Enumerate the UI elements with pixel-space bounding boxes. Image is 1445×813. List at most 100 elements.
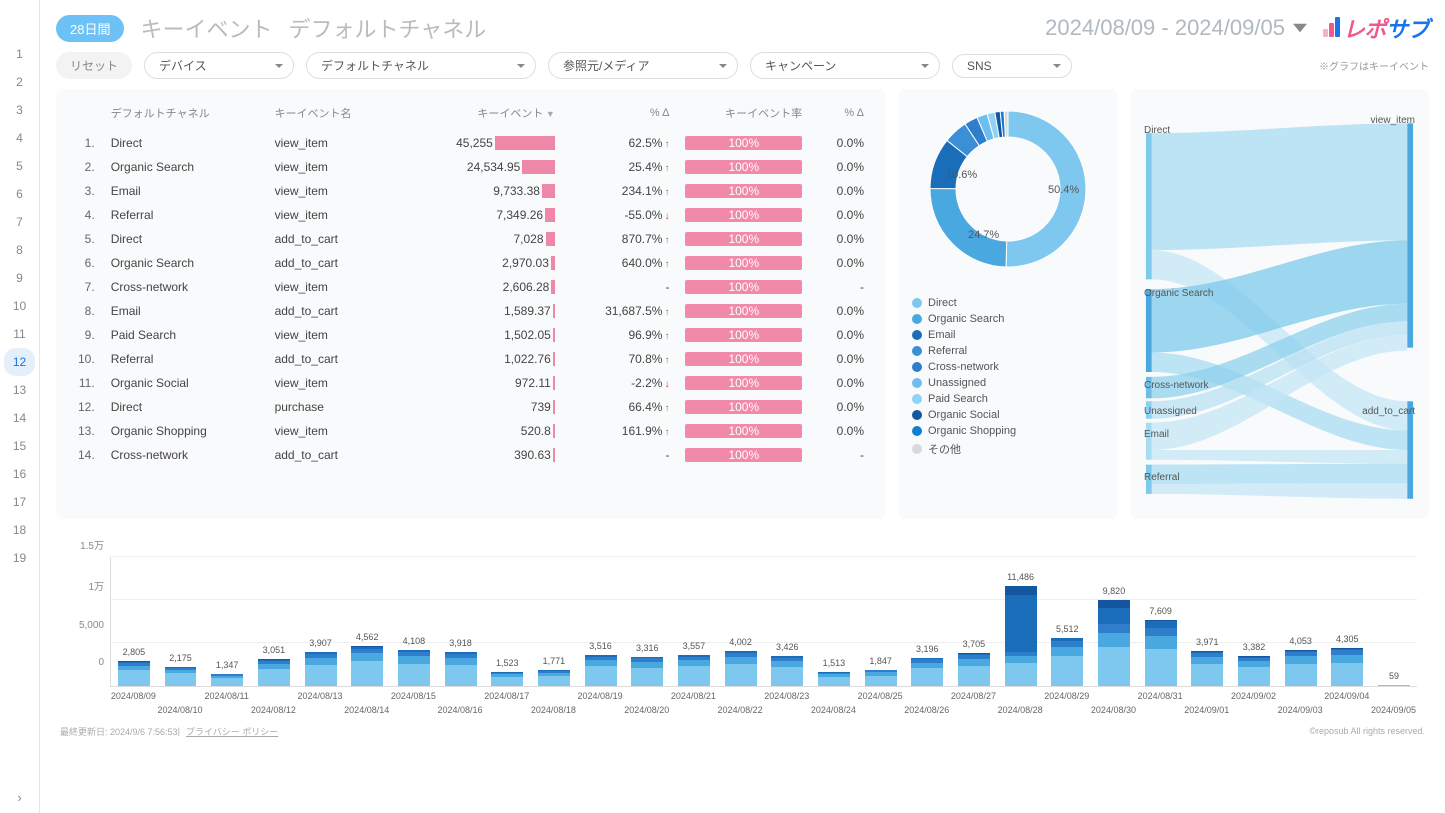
legend-item[interactable]: Referral: [912, 343, 1104, 359]
bar-column[interactable]: 4,305: [1324, 648, 1370, 685]
page-nav-16[interactable]: 16: [0, 460, 39, 488]
legend-item[interactable]: その他: [912, 439, 1104, 459]
page-nav-9[interactable]: 9: [0, 264, 39, 292]
bar-column[interactable]: 4,053: [1278, 650, 1324, 685]
legend-item[interactable]: Paid Search: [912, 391, 1104, 407]
donut-legend: DirectOrganic SearchEmailReferralCross-n…: [912, 295, 1104, 459]
page-nav-5[interactable]: 5: [0, 152, 39, 180]
table-row[interactable]: 6.Organic Searchadd_to_cart2,970.03640.0…: [70, 251, 872, 275]
chart-note: ※グラフはキーイベント: [1319, 58, 1429, 73]
device-dropdown[interactable]: デバイス: [144, 52, 294, 79]
table-row[interactable]: 5.Directadd_to_cart7,028870.7%↑100%0.0%: [70, 227, 872, 251]
date-range-picker[interactable]: 2024/08/09 - 2024/09/05: [1045, 15, 1307, 41]
bar-column[interactable]: 3,426: [764, 656, 810, 686]
col-channel[interactable]: デフォルトチャネル: [103, 99, 267, 131]
page-title-2: デフォルトチャネル: [288, 12, 486, 44]
page-nav-4[interactable]: 4: [0, 124, 39, 152]
bar-column[interactable]: 3,907: [298, 652, 344, 686]
page-nav-8[interactable]: 8: [0, 236, 39, 264]
table-row[interactable]: 4.Referralview_item7,349.26-55.0%↓100%0.…: [70, 203, 872, 227]
table-row[interactable]: 14.Cross-networkadd_to_cart390.63-100%-: [70, 443, 872, 467]
bar-column[interactable]: 3,971: [1184, 651, 1230, 685]
page-nav-18[interactable]: 18: [0, 516, 39, 544]
bar-column[interactable]: 1,523: [484, 672, 530, 685]
bar-column[interactable]: 4,562: [344, 646, 390, 686]
sns-dropdown[interactable]: SNS: [952, 54, 1072, 78]
col-event[interactable]: キーイベント名: [267, 99, 400, 131]
legend-item[interactable]: Cross-network: [912, 359, 1104, 375]
bar-column[interactable]: 3,557: [671, 655, 717, 686]
bar-column[interactable]: 11,486: [998, 586, 1044, 686]
header-row: 28日間 キーイベント デフォルトチャネル 2024/08/09 - 2024/…: [56, 12, 1429, 44]
table-row[interactable]: 1.Directview_item45,25562.5%↑100%0.0%: [70, 131, 872, 155]
page-nav-2[interactable]: 2: [0, 68, 39, 96]
bar-column[interactable]: 9,820: [1091, 600, 1137, 685]
table-row[interactable]: 10.Referraladd_to_cart1,022.7670.8%↑100%…: [70, 347, 872, 371]
legend-item[interactable]: Direct: [912, 295, 1104, 311]
page-nav-13[interactable]: 13: [0, 376, 39, 404]
page-sidebar: 12345678910111213141516171819 ›: [0, 0, 40, 813]
bar-column[interactable]: 1,771: [531, 670, 577, 685]
campaign-dropdown[interactable]: キャンペーン: [750, 52, 940, 79]
col-rate[interactable]: キーイベント率: [677, 99, 810, 131]
donut-chart: 50.4%24.7%10.6%: [918, 99, 1098, 279]
page-title-1: キーイベント: [140, 12, 272, 44]
col-pct-delta[interactable]: % Δ: [563, 99, 678, 131]
reset-button[interactable]: リセット: [56, 52, 132, 79]
col-pct-delta2[interactable]: % Δ: [810, 99, 872, 131]
legend-item[interactable]: Organic Search: [912, 311, 1104, 327]
table-row[interactable]: 3.Emailview_item9,733.38234.1%↑100%0.0%: [70, 179, 872, 203]
legend-item[interactable]: Organic Shopping: [912, 423, 1104, 439]
bar-chart-xaxis-1: 2024/08/092024/08/112024/08/132024/08/15…: [68, 687, 1417, 701]
bar-column[interactable]: 59: [1371, 685, 1417, 686]
table-row[interactable]: 11.Organic Socialview_item972.11-2.2%↓10…: [70, 371, 872, 395]
bar-column[interactable]: 3,382: [1231, 656, 1277, 685]
bar-column[interactable]: 3,316: [624, 657, 670, 686]
table-row[interactable]: 12.Directpurchase73966.4%↑100%0.0%: [70, 395, 872, 419]
bar-chart-yaxis: 1.5万1万5,0000: [68, 537, 108, 669]
filter-row: リセット デバイス デフォルトチャネル 参照元/メディア キャンペーン SNS …: [56, 52, 1429, 79]
bar-column[interactable]: 1,347: [204, 674, 250, 686]
bar-column[interactable]: 7,609: [1138, 620, 1184, 686]
sankey-chart-card: DirectOrganic SearchCross-networkUnassig…: [1130, 89, 1429, 519]
legend-item[interactable]: Organic Social: [912, 407, 1104, 423]
bar-column[interactable]: 4,002: [718, 651, 764, 686]
page-nav-1[interactable]: 1: [0, 40, 39, 68]
page-nav-15[interactable]: 15: [0, 432, 39, 460]
page-nav-14[interactable]: 14: [0, 404, 39, 432]
bar-column[interactable]: 4,108: [391, 650, 437, 686]
bar-column[interactable]: 3,705: [951, 653, 997, 685]
table-row[interactable]: 2.Organic Searchview_item24,534.9525.4%↑…: [70, 155, 872, 179]
bar-column[interactable]: 2,175: [158, 667, 204, 686]
bar-column[interactable]: 1,847: [858, 670, 904, 686]
bar-column[interactable]: 3,196: [904, 658, 950, 686]
bar-column[interactable]: 5,512: [1044, 638, 1090, 686]
sidebar-expand-icon[interactable]: ›: [0, 782, 39, 813]
page-nav-19[interactable]: 19: [0, 544, 39, 572]
page-nav-11[interactable]: 11: [0, 320, 39, 348]
page-nav-3[interactable]: 3: [0, 96, 39, 124]
bar-column[interactable]: 1,513: [811, 672, 857, 685]
page-nav-17[interactable]: 17: [0, 488, 39, 516]
table-row[interactable]: 7.Cross-networkview_item2,606.28-100%-: [70, 275, 872, 299]
data-table-card: デフォルトチャネル キーイベント名 キーイベント % Δ キーイベント率 % Δ…: [56, 89, 886, 519]
legend-item[interactable]: Unassigned: [912, 375, 1104, 391]
page-nav-10[interactable]: 10: [0, 292, 39, 320]
bar-column[interactable]: 3,051: [251, 659, 297, 685]
table-row[interactable]: 8.Emailadd_to_cart1,589.3731,687.5%↑100%…: [70, 299, 872, 323]
bar-column[interactable]: 3,516: [578, 655, 624, 685]
legend-item[interactable]: Email: [912, 327, 1104, 343]
page-nav-12[interactable]: 12: [4, 348, 35, 376]
bar-column[interactable]: 2,805: [111, 661, 157, 685]
page-nav-6[interactable]: 6: [0, 180, 39, 208]
table-row[interactable]: 9.Paid Searchview_item1,502.0596.9%↑100%…: [70, 323, 872, 347]
source-dropdown[interactable]: 参照元/メディア: [548, 52, 738, 79]
privacy-link[interactable]: プライバシー ポリシー: [186, 725, 278, 738]
donut-chart-card: 50.4%24.7%10.6% DirectOrganic SearchEmai…: [898, 89, 1118, 519]
footer-updated: 最終更新日: 2024/9/6 7:56:53: [60, 725, 178, 738]
bar-column[interactable]: 3,918: [438, 652, 484, 686]
channel-dropdown[interactable]: デフォルトチャネル: [306, 52, 536, 79]
table-row[interactable]: 13.Organic Shoppingview_item520.8161.9%↑…: [70, 419, 872, 443]
page-nav-7[interactable]: 7: [0, 208, 39, 236]
col-keyvalue[interactable]: キーイベント: [399, 99, 563, 131]
